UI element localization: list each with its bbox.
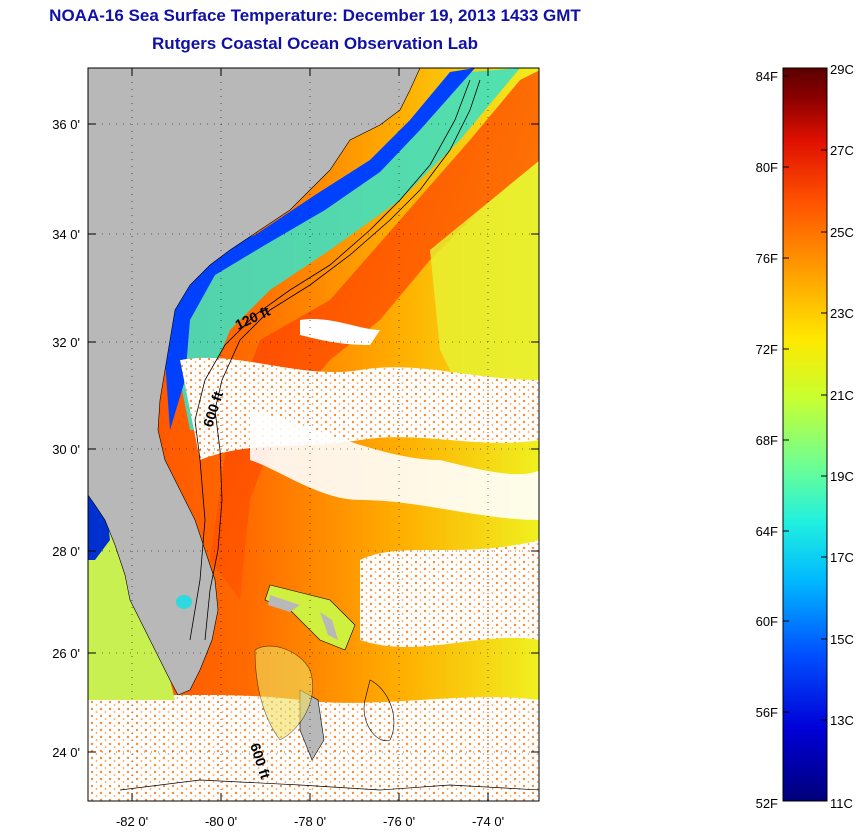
colorbar-ticks	[783, 67, 827, 721]
lon-label-76: -76 0'	[382, 814, 416, 829]
axis-ticks	[88, 68, 539, 801]
colorbar-label-60f: 60F	[755, 614, 778, 629]
colorbar-label-29c: 29C	[830, 62, 854, 77]
colorbar-label-80f: 80F	[755, 160, 778, 175]
great-bahama-bank	[254, 645, 313, 741]
colorbar-label-72f: 72F	[755, 342, 778, 357]
lon-label-78: -78 0'	[293, 814, 327, 829]
cloud-mask-3	[360, 540, 539, 647]
lon-label-82: -82 0'	[115, 814, 149, 829]
grand-bahama-island	[268, 595, 300, 612]
lon-label-74: -74 0'	[471, 814, 505, 829]
colorbar-label-23c: 23C	[830, 306, 854, 321]
cloud-mask-5	[300, 318, 380, 345]
lat-label-32: 32 0'	[52, 335, 80, 350]
lon-label-80: -80 0'	[204, 814, 238, 829]
colorbar-label-56f: 56F	[755, 705, 778, 720]
map-frame	[87, 67, 540, 802]
colorbar-label-84f: 84F	[755, 69, 778, 84]
warm-offshore-region	[430, 160, 539, 420]
lat-label-26: 26 0'	[52, 646, 80, 661]
gulf-stream-band	[210, 70, 539, 600]
colorbar-label-11c: 11C	[830, 796, 853, 811]
cloud-mask-2	[250, 410, 539, 520]
lake-okeechobee	[176, 595, 192, 609]
colorbar-label-13c: 13C	[830, 713, 854, 728]
cuba-coastline	[119, 779, 539, 791]
colorbar-label-21c: 21C	[830, 388, 854, 403]
lat-label-28: 28 0'	[52, 544, 80, 559]
colorbar-label-64f: 64F	[755, 524, 778, 539]
lat-label-34: 34 0'	[52, 227, 80, 242]
map-subtitle: Rutgers Coastal Ocean Observation Lab	[152, 34, 478, 53]
colorbar-label-25c: 25C	[830, 225, 854, 240]
lat-label-30: 30 0'	[52, 442, 80, 457]
colorbar-label-76f: 76F	[755, 251, 778, 266]
colorbar-label-19c: 19C	[830, 469, 854, 484]
lat-label-36: 36 0'	[52, 117, 80, 132]
colorbar-label-15c: 15C	[830, 632, 854, 647]
lat-label-24: 24 0'	[52, 745, 80, 760]
colorbar-label-68f: 68F	[755, 433, 778, 448]
colorbar-label-52f: 52F	[755, 796, 778, 811]
contour-600ft	[204, 79, 481, 641]
land-mass-us-southeast	[88, 68, 421, 696]
map-title: NOAA-16 Sea Surface Temperature: Decembe…	[49, 6, 581, 25]
abaco-island	[320, 612, 338, 640]
colorbar-label-27c: 27C	[830, 143, 854, 158]
shelf-cool-water	[160, 68, 520, 430]
contour-120ft	[189, 79, 471, 641]
colorbar	[782, 67, 828, 802]
colorbar-label-17c: 17C	[830, 550, 854, 565]
